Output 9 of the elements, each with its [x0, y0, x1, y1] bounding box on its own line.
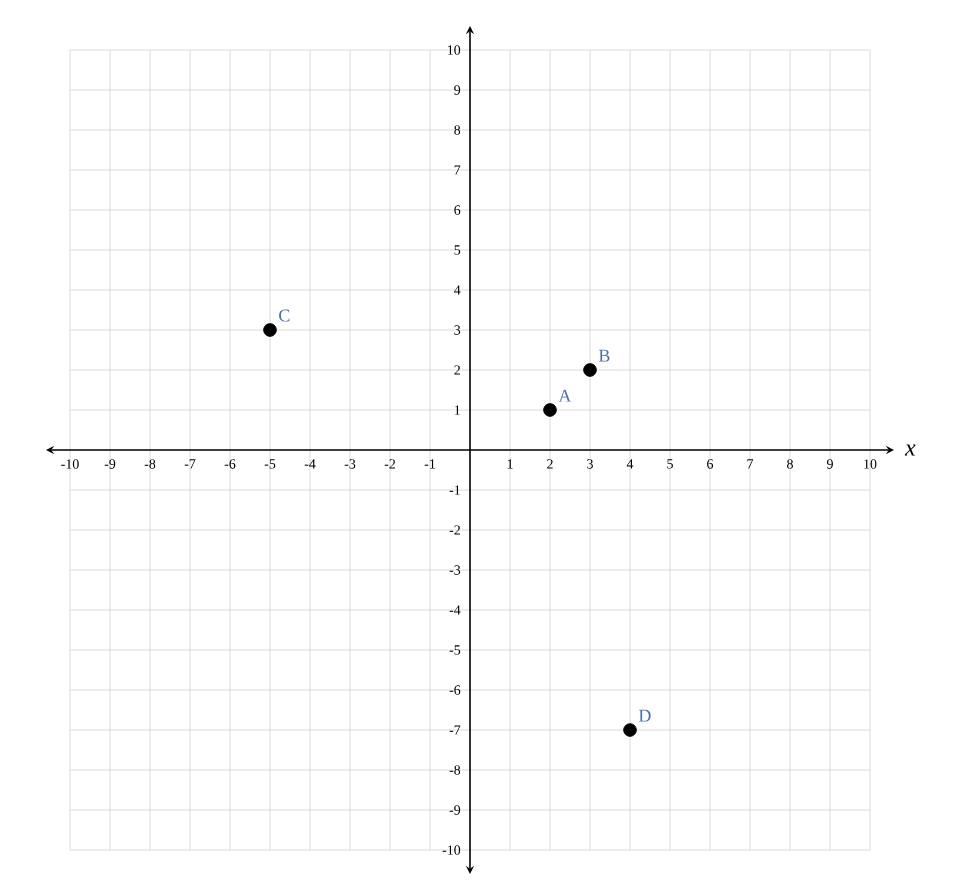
annotation: C — [279, 309, 290, 322]
point — [583, 363, 597, 377]
annotation: B — [598, 349, 610, 362]
annotation: A — [558, 389, 572, 402]
point — [263, 323, 277, 337]
annotation: D — [638, 709, 651, 722]
x-axis-title: x — [904, 444, 916, 456]
point — [623, 723, 637, 737]
point — [543, 403, 557, 417]
